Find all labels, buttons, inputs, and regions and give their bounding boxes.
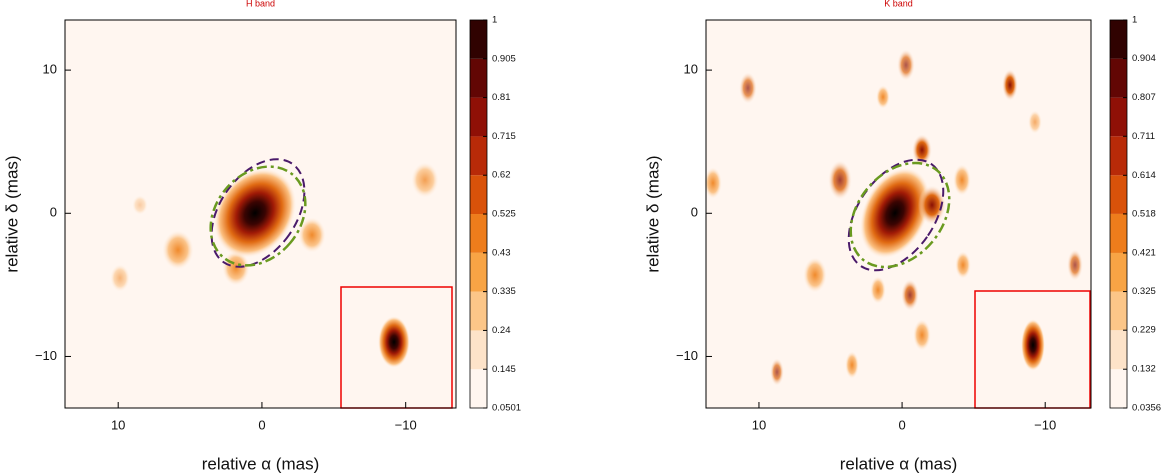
- colorbar-tick-label: 0.807: [1132, 92, 1156, 103]
- colorbar-tick-label: 0.43: [492, 247, 511, 258]
- colorbar-segment: [470, 330, 487, 370]
- image-left: [65, 20, 456, 409]
- colorbar-segment: [470, 20, 487, 59]
- y-tick-label: 10: [684, 62, 698, 77]
- colorbar-tick-label: 0.325: [1132, 286, 1156, 297]
- x-tick-label: 10: [752, 417, 766, 432]
- y-tick-label: 0: [691, 205, 698, 220]
- colorbar-segment: [470, 175, 487, 215]
- colorbar-segment: [1110, 291, 1127, 331]
- colorbar-segment: [470, 97, 487, 137]
- colorbar-segment: [1110, 252, 1127, 292]
- x-tick-label: −10: [395, 417, 417, 432]
- colorbar-tick-label: 1: [492, 15, 497, 26]
- x-tick-label: 10: [111, 417, 125, 432]
- colorbar-segment: [1110, 58, 1127, 98]
- colorbar-tick-label: 0.421: [1132, 247, 1156, 258]
- colorbar-frame: [469, 19, 488, 409]
- colorbar-segment: [1110, 369, 1127, 408]
- y-axis-label: relative δ (mas): [643, 155, 662, 272]
- colorbar-tick-label: 0.132: [1132, 364, 1156, 375]
- title: H band: [246, 0, 275, 8]
- x-tick-label: 0: [258, 417, 265, 432]
- colorbar-segment: [470, 136, 487, 176]
- colorbar-tick-label: 0.0356: [1132, 403, 1161, 414]
- colorbar-segment: [470, 58, 487, 98]
- colorbar-segment: [1110, 175, 1127, 214]
- colorbar-tick-label: 0.711: [1132, 131, 1155, 142]
- y-tick-label: −10: [676, 348, 698, 363]
- colorbar-segment: [470, 369, 487, 408]
- colorbar-tick-label: 0.518: [1132, 208, 1156, 219]
- colorbar-tick-label: 0.335: [492, 286, 516, 297]
- colorbar-tick-label: 0.145: [492, 364, 516, 375]
- x-axis-label: relative α (mas): [202, 454, 320, 473]
- colorbar-segment: [1110, 330, 1127, 370]
- y-axis-label: relative δ (mas): [2, 155, 21, 272]
- colorbar-segment: [470, 291, 487, 331]
- colorbar-tick-label: 0.904: [1132, 53, 1156, 64]
- image-right: [704, 20, 1091, 409]
- colorbar-segment: [1110, 97, 1127, 137]
- colorbar-tick-label: 0.715: [492, 131, 516, 142]
- colorbar-segment: [1110, 136, 1127, 176]
- colorbar-tick-label: 0.62: [492, 170, 511, 181]
- y-tick-label: 0: [50, 205, 57, 220]
- colorbar-tick-label: 0.81: [492, 92, 511, 103]
- colorbar-segment: [1110, 20, 1127, 59]
- colorbar-tick-label: 0.24: [492, 325, 511, 336]
- title: K band: [884, 0, 913, 8]
- plot-frame: [705, 19, 1092, 409]
- x-tick-label: 0: [898, 417, 905, 432]
- colorbar-segment: [470, 252, 487, 292]
- colorbar-tick-label: 0.0501: [492, 403, 521, 414]
- colorbar-segment: [470, 214, 487, 253]
- colorbar-tick-label: 0.905: [492, 53, 516, 64]
- x-tick-label: −10: [1034, 417, 1056, 432]
- colorbar-tick-label: 0.229: [1132, 325, 1156, 336]
- colorbar-frame: [1109, 19, 1128, 409]
- colorbar-tick-label: 0.614: [1132, 170, 1156, 181]
- colorbar-tick-label: 1: [1132, 15, 1137, 26]
- colorbar-segment: [1110, 213, 1127, 253]
- y-tick-label: −10: [35, 348, 57, 363]
- plot-frame: [64, 19, 457, 409]
- colorbar-tick-label: 0.525: [492, 209, 516, 220]
- y-tick-label: 10: [43, 62, 57, 77]
- x-axis-label: relative α (mas): [840, 454, 958, 473]
